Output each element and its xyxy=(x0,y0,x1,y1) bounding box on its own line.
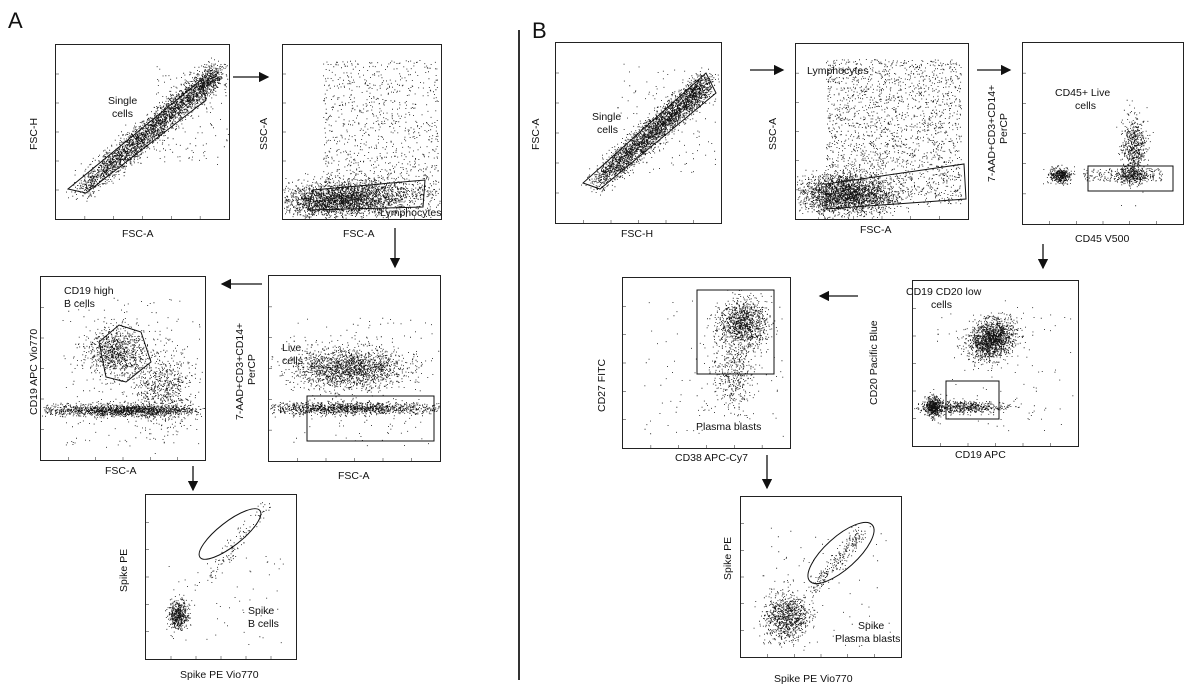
gate-a4-0 xyxy=(98,324,152,383)
gate-a1-0 xyxy=(66,79,207,194)
plot-a1-fsc-singlets xyxy=(55,44,230,220)
gate-a5-0 xyxy=(198,508,262,560)
gate-label-a2-line1: Lymphocytes xyxy=(380,207,442,219)
gate-b6-0 xyxy=(807,521,875,585)
gate-b2-0 xyxy=(825,163,967,210)
scatter-a4 xyxy=(41,297,205,460)
scatter-b1 xyxy=(556,63,720,223)
plot-a3-live xyxy=(268,275,441,462)
gate-label-b6-line2: Plasma blasts xyxy=(835,633,901,645)
x-axis-label-a2: FSC-A xyxy=(343,228,375,240)
gate-label-b1-line1: Single xyxy=(592,111,622,123)
gate-label-a4-line2: B cells xyxy=(64,298,95,310)
events-a3 xyxy=(270,317,440,447)
gate-label-b6-line1: Spike xyxy=(858,620,885,632)
gate-label-a1-line2: cells xyxy=(112,108,134,120)
gate-label-b2-line1: Lymphocytes xyxy=(807,65,869,77)
gate-label-a5-line2: B cells xyxy=(248,618,279,630)
gate-b5-0 xyxy=(696,289,775,375)
x-axis-label-b5: CD38 APC-Cy7 xyxy=(675,452,748,464)
scatter-b6 xyxy=(741,521,891,657)
x-axis-label-a5: Spike PE Vio770 xyxy=(180,669,259,681)
events-a1 xyxy=(66,57,229,202)
gate-label-a5-line1: Spike xyxy=(248,605,275,617)
gate-label-b1-line2: cells xyxy=(597,124,619,136)
gate-a3-0 xyxy=(306,395,435,442)
gate-label-a1-line1: Single xyxy=(108,95,138,107)
gate-b3-0 xyxy=(1087,165,1174,192)
gate-label-a4-line1: CD19 high xyxy=(64,285,114,297)
plot-b4-cd19-cd20 xyxy=(912,280,1079,447)
panel-b-letter: B xyxy=(532,18,547,43)
gate-label-a3-line1: Live xyxy=(282,342,302,354)
x-axis-label-b1: FSC-H xyxy=(621,228,654,240)
gate-label-b3-line1: CD45+ Live xyxy=(1055,87,1111,99)
plot-b5-plasmablasts xyxy=(622,277,791,449)
x-axis-label-a4: FSC-A xyxy=(105,465,137,477)
scatter-b2 xyxy=(796,59,967,219)
plot-a2-lymphocytes xyxy=(282,44,442,220)
events-b4 xyxy=(914,300,1074,432)
gate-label-a3-line2: cells xyxy=(282,355,304,367)
events-a2 xyxy=(284,60,441,219)
gate-b4-0 xyxy=(945,380,1000,420)
scatter-a1 xyxy=(56,57,229,219)
x-axis-label-a1: FSC-A xyxy=(122,228,154,240)
x-axis-label-b3: CD45 V500 xyxy=(1075,233,1130,245)
gate-label-b4-line2: cells xyxy=(931,299,953,311)
x-axis-label-b6: Spike PE Vio770 xyxy=(774,673,853,685)
gate-b1-0 xyxy=(582,72,717,190)
scatter-a3 xyxy=(269,306,440,461)
x-axis-label-b2: FSC-A xyxy=(860,224,892,236)
gate-label-b4-line1: CD19 CD20 low xyxy=(906,286,982,298)
plot-b3-cd45-live xyxy=(1022,42,1184,225)
plot-b1-fsc-singlets xyxy=(555,42,722,224)
plot-b2-lymphocytes xyxy=(795,43,969,220)
scatter-a2 xyxy=(283,60,441,219)
plot-a5-spike xyxy=(145,494,297,660)
events-b5 xyxy=(644,289,784,437)
gate-a2-0 xyxy=(307,179,426,211)
scatter-b4 xyxy=(913,300,1074,446)
plot-b6-spike xyxy=(740,496,902,658)
panel-divider xyxy=(518,30,520,680)
events-b1 xyxy=(581,63,720,196)
gate-label-b5-line1: Plasma blasts xyxy=(696,421,762,433)
panel-a-letter: A xyxy=(8,8,23,33)
events-b3 xyxy=(1043,99,1163,207)
x-axis-label-b4: CD19 APC xyxy=(955,449,1006,461)
events-b2 xyxy=(797,59,962,219)
gate-label-b3-line2: cells xyxy=(1075,100,1097,112)
scatter-b3 xyxy=(1023,72,1174,224)
scatter-a5 xyxy=(146,502,284,659)
x-axis-label-a3: FSC-A xyxy=(338,470,370,482)
scatter-b5 xyxy=(623,289,784,448)
plot-a4-cd19 xyxy=(40,276,206,461)
